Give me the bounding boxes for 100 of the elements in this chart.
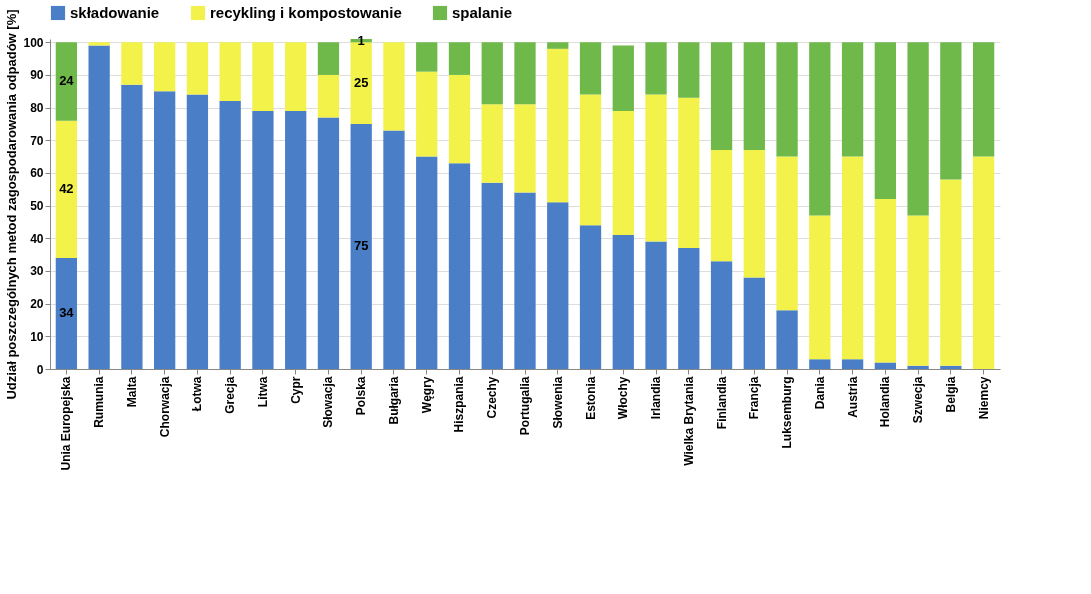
bar: [645, 94, 667, 242]
data-label: 75: [353, 238, 369, 254]
bar: [678, 97, 700, 249]
bar: [514, 192, 536, 369]
bar: [252, 42, 274, 111]
bar: [776, 156, 798, 311]
x-tick-label: Grecja: [223, 376, 238, 414]
x-tick-label: Holandia: [878, 376, 893, 428]
bar: [907, 42, 929, 216]
bar: [219, 101, 241, 369]
x-tick-label: Cypr: [288, 376, 303, 404]
bar: [154, 42, 176, 92]
bar: [55, 42, 78, 121]
bar: [612, 235, 634, 369]
legend-label: recykling i kompostowanie: [210, 4, 402, 21]
bar: [940, 365, 962, 369]
bar: [579, 42, 602, 95]
x-tick-label: Szwecja: [911, 376, 926, 424]
bar: [55, 120, 78, 258]
bar: [743, 42, 765, 151]
bar: [940, 42, 962, 180]
bar: [416, 71, 438, 157]
bar: [841, 156, 864, 360]
bar: [678, 42, 700, 98]
bar: [710, 261, 733, 369]
x-tick-label: Hiszpania: [452, 376, 467, 433]
x-tick-label: Francja: [747, 376, 762, 420]
x-tick-label: Słowenia: [550, 376, 565, 429]
bar: [645, 241, 667, 369]
bar: [972, 42, 995, 157]
bar: [186, 42, 209, 95]
bar: [481, 42, 503, 105]
data-label: 24: [59, 73, 75, 89]
bar: [121, 84, 143, 369]
x-tick-label: Estonia: [583, 376, 598, 420]
bar: [972, 156, 995, 369]
x-tick-label: Litwa: [255, 376, 270, 408]
y-tick-label: 60: [30, 166, 44, 181]
data-label: 42: [59, 181, 74, 197]
bar: [481, 182, 503, 369]
bar: [907, 215, 929, 366]
x-tick-label: Bułgaria: [386, 376, 401, 425]
bar: [809, 215, 831, 360]
bar: [809, 42, 831, 216]
bar: [841, 42, 864, 157]
bar: [743, 277, 765, 369]
y-tick-label: 50: [30, 199, 44, 214]
y-tick-label: 70: [30, 133, 44, 148]
bar: [612, 45, 634, 111]
bar: [448, 42, 471, 75]
bar: [940, 179, 962, 366]
bar: [874, 42, 896, 200]
bar: [809, 359, 831, 369]
bar: [121, 42, 143, 85]
y-tick-label: 40: [30, 231, 44, 246]
bar: [383, 42, 405, 131]
y-tick-label: 30: [30, 264, 44, 279]
x-tick-label: Austria: [845, 376, 860, 418]
bar: [317, 74, 340, 118]
bar: [874, 199, 896, 363]
x-tick-label: Czechy: [485, 376, 500, 419]
legend-label: składowanie: [70, 4, 160, 21]
x-tick-label: Portugalia: [518, 376, 532, 436]
x-tick-label: Unia Europejska: [59, 376, 74, 471]
bar: [55, 257, 78, 369]
bar: [907, 365, 929, 369]
y-tick-label: 90: [30, 68, 44, 83]
y-tick-label: 20: [30, 297, 44, 312]
x-tick-label: Luksemburg: [780, 376, 795, 449]
legend-label: spalanie: [452, 4, 513, 21]
bar: [154, 91, 176, 369]
bar: [448, 74, 471, 164]
x-tick-label: Belgia: [943, 376, 958, 413]
y-tick-label: 100: [23, 35, 44, 50]
bar: [285, 110, 307, 369]
bar: [383, 130, 405, 369]
x-tick-label: Polska: [354, 376, 369, 416]
bar: [416, 42, 438, 72]
bar: [710, 150, 733, 262]
x-tick-label: Węgry: [419, 376, 434, 414]
bar: [579, 225, 602, 369]
bar: [514, 42, 536, 105]
y-tick-label: 0: [36, 362, 44, 377]
bar: [88, 42, 110, 46]
x-tick-label: Malta: [124, 376, 139, 408]
data-label: 25: [353, 75, 369, 91]
bar: [612, 110, 634, 236]
bar: [874, 362, 896, 369]
x-tick-label: Łotwa: [190, 376, 205, 412]
bar: [841, 359, 864, 369]
y-tick-label: 80: [30, 101, 44, 116]
bar: [317, 117, 340, 369]
bar: [285, 42, 307, 111]
bar: [743, 150, 765, 278]
x-tick-label: Słowacja: [321, 376, 336, 428]
bar: [547, 48, 569, 203]
bar: [186, 94, 209, 369]
bar: [481, 104, 503, 183]
bar: [448, 163, 471, 369]
bar: [547, 42, 569, 49]
